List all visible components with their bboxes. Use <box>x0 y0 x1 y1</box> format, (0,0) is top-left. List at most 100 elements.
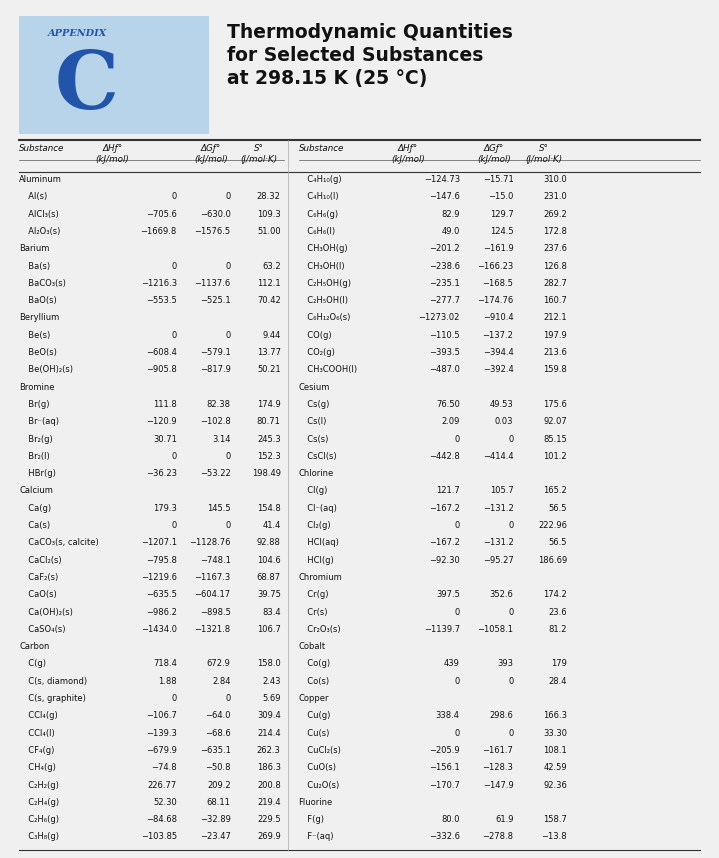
Text: CaCO₃(s, calcite): CaCO₃(s, calcite) <box>23 538 99 547</box>
Text: −986.2: −986.2 <box>146 607 177 617</box>
Text: CaSO₄(s): CaSO₄(s) <box>23 625 65 634</box>
Text: S°
(J/mol·K): S° (J/mol·K) <box>526 144 562 164</box>
Text: HCl(aq): HCl(aq) <box>302 538 339 547</box>
Text: ΔHƒ°
(kJ/mol): ΔHƒ° (kJ/mol) <box>391 144 425 164</box>
Text: 0: 0 <box>454 521 459 530</box>
Text: −579.1: −579.1 <box>200 348 231 357</box>
Text: 81.2: 81.2 <box>549 625 567 634</box>
Text: 0: 0 <box>454 434 459 444</box>
Text: −748.1: −748.1 <box>200 556 231 565</box>
Text: 298.6: 298.6 <box>490 711 513 721</box>
Text: CO(g): CO(g) <box>302 330 332 340</box>
Text: −608.4: −608.4 <box>146 348 177 357</box>
Text: −102.8: −102.8 <box>200 417 231 426</box>
Text: CH₃COOH(l): CH₃COOH(l) <box>302 366 357 374</box>
Text: Calcium: Calcium <box>19 486 53 495</box>
Text: 28.32: 28.32 <box>257 192 280 202</box>
Text: CaO(s): CaO(s) <box>23 590 57 599</box>
Text: CuCl₂(s): CuCl₂(s) <box>302 746 341 755</box>
Text: −174.76: −174.76 <box>477 296 513 305</box>
Text: 92.36: 92.36 <box>544 781 567 789</box>
Text: 0: 0 <box>172 694 177 703</box>
Text: C₂H₅OH(g): C₂H₅OH(g) <box>302 279 351 287</box>
Text: 0: 0 <box>172 330 177 340</box>
Text: −147.6: −147.6 <box>429 192 459 202</box>
Text: −95.27: −95.27 <box>482 556 513 565</box>
Text: Aluminum: Aluminum <box>19 175 62 184</box>
Text: −156.1: −156.1 <box>429 764 459 772</box>
Text: −1137.6: −1137.6 <box>194 279 231 287</box>
Text: 52.30: 52.30 <box>153 798 177 807</box>
Text: 0: 0 <box>172 192 177 202</box>
Text: at 298.15 K (25 °C): at 298.15 K (25 °C) <box>227 69 427 88</box>
Text: Br⁻(aq): Br⁻(aq) <box>23 417 59 426</box>
Text: 0: 0 <box>508 728 513 738</box>
Text: 56.5: 56.5 <box>549 538 567 547</box>
Text: 2.09: 2.09 <box>441 417 459 426</box>
Text: ΔGƒ°
(kJ/mol): ΔGƒ° (kJ/mol) <box>477 144 510 164</box>
Text: 2.43: 2.43 <box>262 677 280 686</box>
Text: 718.4: 718.4 <box>153 660 177 668</box>
Text: 0: 0 <box>172 452 177 461</box>
Text: 82.9: 82.9 <box>441 209 459 219</box>
Text: −110.5: −110.5 <box>429 330 459 340</box>
Text: ΔGƒ°
(kJ/mol): ΔGƒ° (kJ/mol) <box>194 144 228 164</box>
Text: 212.1: 212.1 <box>544 313 567 323</box>
Text: 80.0: 80.0 <box>441 815 459 825</box>
Text: 0: 0 <box>454 607 459 617</box>
Text: Substance: Substance <box>19 144 65 154</box>
Text: Ca(g): Ca(g) <box>23 504 51 513</box>
Text: 126.8: 126.8 <box>544 262 567 270</box>
Text: C₂H₄(g): C₂H₄(g) <box>23 798 59 807</box>
Text: Cobalt: Cobalt <box>298 642 326 651</box>
Text: −1128.76: −1128.76 <box>189 538 231 547</box>
Text: 158.0: 158.0 <box>257 660 280 668</box>
Text: 159.8: 159.8 <box>544 366 567 374</box>
Text: Ca(s): Ca(s) <box>23 521 50 530</box>
Text: Cesium: Cesium <box>298 383 330 391</box>
Text: C₆H₆(l): C₆H₆(l) <box>302 227 335 236</box>
Text: 198.49: 198.49 <box>252 469 280 478</box>
Text: −84.68: −84.68 <box>146 815 177 825</box>
Text: 172.8: 172.8 <box>544 227 567 236</box>
Text: F(g): F(g) <box>302 815 324 825</box>
Text: −1219.6: −1219.6 <box>141 573 177 582</box>
Text: BaCO₃(s): BaCO₃(s) <box>23 279 65 287</box>
Text: −53.22: −53.22 <box>200 469 231 478</box>
Text: 83.4: 83.4 <box>262 607 280 617</box>
Text: 200.8: 200.8 <box>257 781 280 789</box>
Text: −167.2: −167.2 <box>429 538 459 547</box>
Text: 145.5: 145.5 <box>207 504 231 513</box>
Text: −278.8: −278.8 <box>482 832 513 842</box>
Text: 106.7: 106.7 <box>257 625 280 634</box>
Text: 209.2: 209.2 <box>207 781 231 789</box>
Text: 112.1: 112.1 <box>257 279 280 287</box>
Text: Beryllium: Beryllium <box>19 313 60 323</box>
Text: Be(s): Be(s) <box>23 330 50 340</box>
Text: 229.5: 229.5 <box>257 815 280 825</box>
Text: Be(OH)₂(s): Be(OH)₂(s) <box>23 366 73 374</box>
Text: 101.2: 101.2 <box>544 452 567 461</box>
Text: 338.4: 338.4 <box>436 711 459 721</box>
Text: 0: 0 <box>454 677 459 686</box>
Text: −168.5: −168.5 <box>482 279 513 287</box>
Text: HBr(g): HBr(g) <box>23 469 56 478</box>
Text: −910.4: −910.4 <box>483 313 513 323</box>
Text: 111.8: 111.8 <box>153 400 177 409</box>
Text: Thermodynamic Quantities: Thermodynamic Quantities <box>227 23 513 42</box>
Text: 39.75: 39.75 <box>257 590 280 599</box>
Text: Br₂(g): Br₂(g) <box>23 434 52 444</box>
Text: 68.11: 68.11 <box>206 798 231 807</box>
Text: −103.85: −103.85 <box>141 832 177 842</box>
Text: 186.69: 186.69 <box>538 556 567 565</box>
Text: −166.23: −166.23 <box>477 262 513 270</box>
Text: 160.7: 160.7 <box>544 296 567 305</box>
Text: 5.69: 5.69 <box>262 694 280 703</box>
Text: CF₄(g): CF₄(g) <box>23 746 54 755</box>
Text: 1.88: 1.88 <box>158 677 177 686</box>
Text: 30.71: 30.71 <box>153 434 177 444</box>
Text: Co(s): Co(s) <box>302 677 329 686</box>
Text: 0: 0 <box>225 452 231 461</box>
Text: 174.2: 174.2 <box>544 590 567 599</box>
Text: 245.3: 245.3 <box>257 434 280 444</box>
